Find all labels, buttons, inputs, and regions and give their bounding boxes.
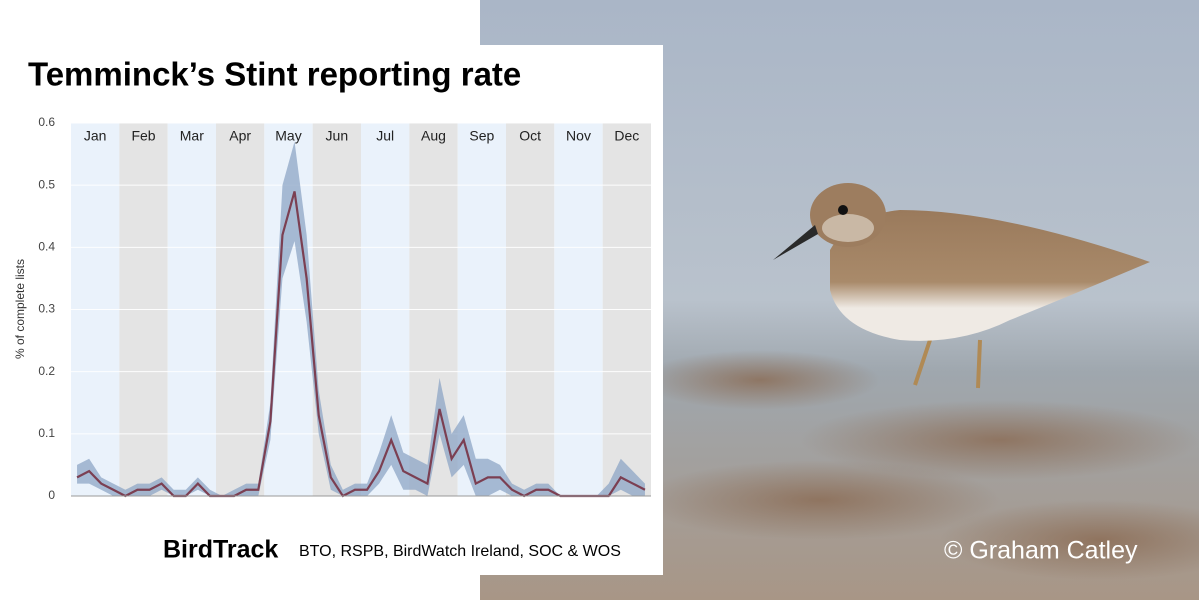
y-tick-label: 0.4	[38, 240, 55, 254]
y-tick-label: 0.6	[38, 115, 55, 129]
month-label: Jan	[84, 128, 107, 144]
month-label: Mar	[180, 128, 204, 144]
bird	[773, 183, 1150, 389]
y-tick-label: 0.1	[38, 426, 55, 440]
month-label: Feb	[131, 128, 155, 144]
chart-title: Temminck’s Stint reporting rate	[28, 56, 521, 93]
y-tick-label: 0.5	[38, 177, 55, 191]
y-axis-label: % of complete lists	[13, 259, 27, 359]
month-label: Jun	[326, 128, 349, 144]
partners: BTO, RSPB, BirdWatch Ireland, SOC & WOS	[299, 543, 621, 560]
y-tick-label: 0.2	[38, 364, 55, 378]
month-label: Apr	[229, 128, 251, 144]
month-label: Dec	[614, 128, 639, 144]
plot: Jan Feb Mar Apr May Jun Jul Aug Sep Oct Nov Dec 0 0.1…	[38, 115, 651, 502]
brand: BirdTrack	[163, 536, 278, 564]
photo-credit: © Graham Catley	[944, 537, 1138, 565]
month-label: Nov	[566, 128, 591, 144]
month-label: Jul	[376, 128, 394, 144]
rate-line	[76, 191, 646, 498]
y-tick-label: 0	[48, 488, 55, 502]
month-label: Aug	[421, 128, 446, 144]
month-label: Oct	[519, 128, 541, 144]
month-label: Sep	[469, 128, 494, 144]
month-label: May	[275, 128, 301, 144]
y-tick-label: 0.3	[38, 302, 55, 316]
